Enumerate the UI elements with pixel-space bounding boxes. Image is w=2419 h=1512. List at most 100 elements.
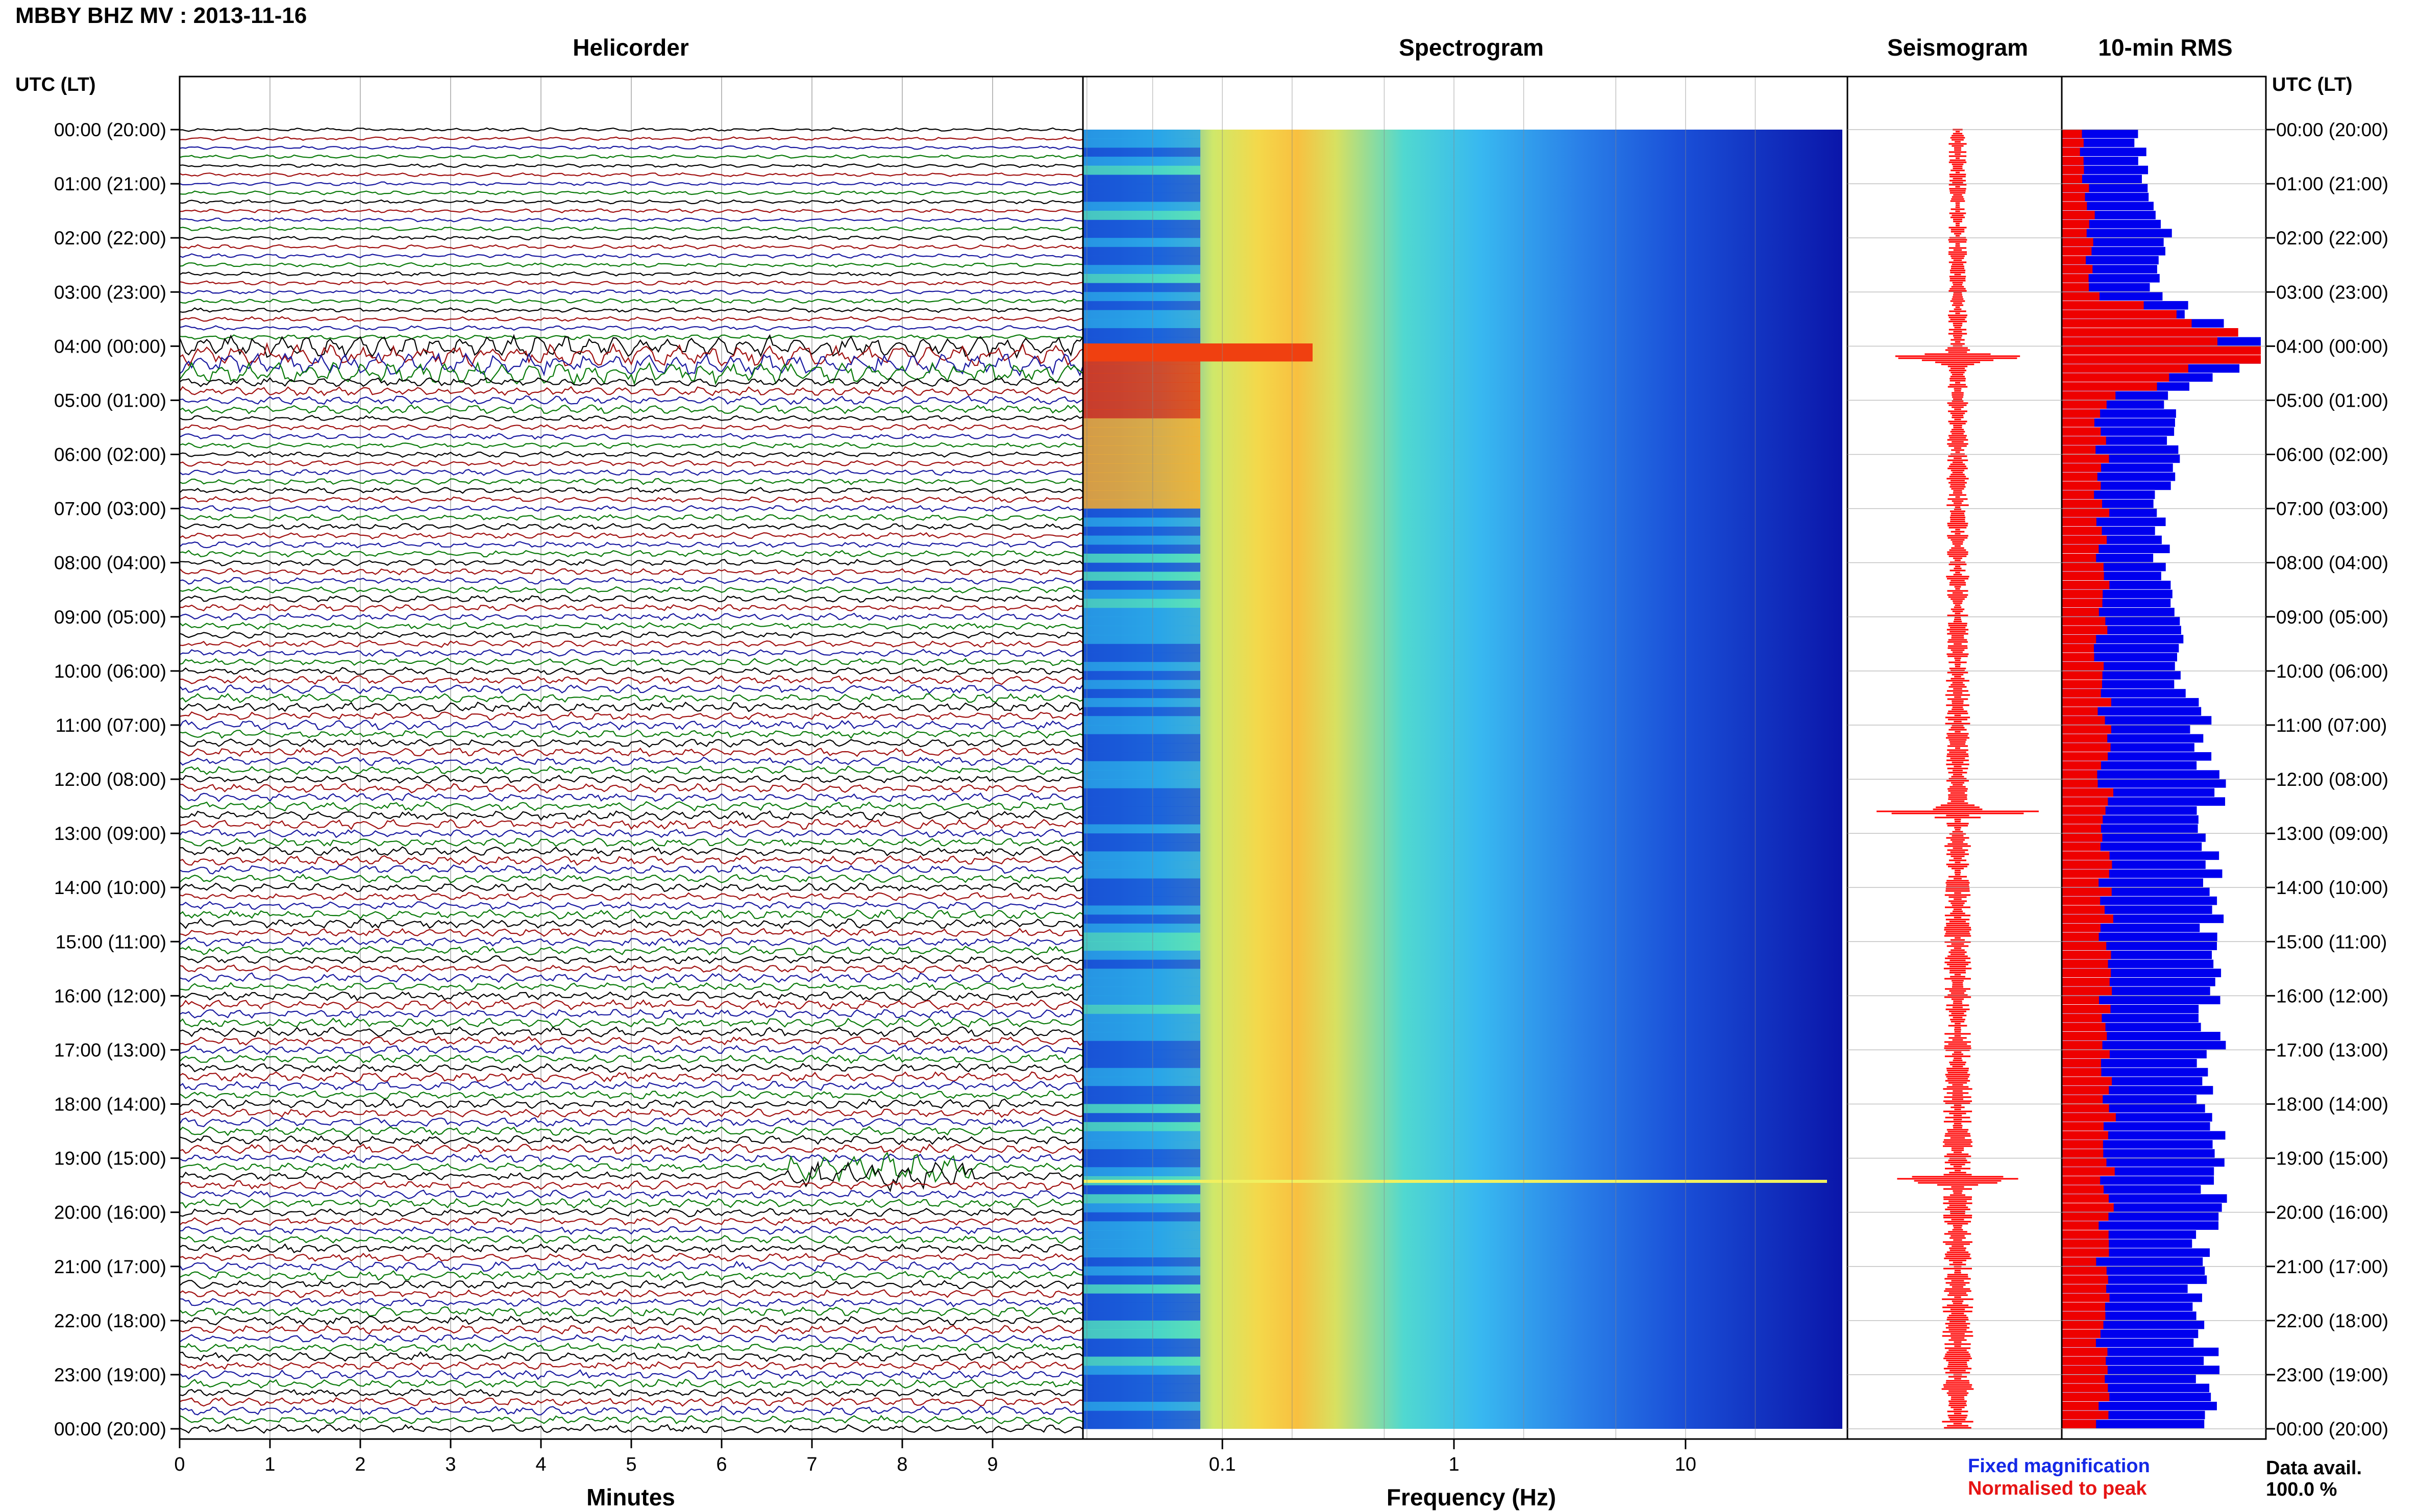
rms-bar-normalised [2062,463,2102,472]
legend-fixed-magnification: Fixed magnification [1968,1455,2150,1477]
spectrogram-low-band [1083,752,1200,762]
spectrogram-low-band [1083,1122,1200,1132]
rms-bar-normalised [2062,1013,2102,1023]
helicorder-trace [179,1298,1083,1307]
spectrogram-low-band [1083,1013,1200,1023]
spectrogram-low-band [1083,165,1200,175]
spectrogram-low-band [1083,1095,1200,1104]
helicorder-trace [179,928,1083,937]
rms-bar-normalised [2062,346,2261,355]
rms-bar-normalised [2062,969,2111,977]
rms-bar-normalised [2062,851,2110,860]
rms-bar-normalised [2062,192,2085,202]
helicorder-trace [179,1045,1083,1055]
helicorder-trace [179,487,1083,494]
helicorder-trace [179,433,1083,440]
rms-bar-normalised [2062,1257,2096,1266]
spectrogram-low-band [1083,824,1200,834]
spectrogram-low-band [1083,671,1200,681]
rms-bar-normalised [2062,256,2086,265]
helicorder-trace [179,559,1083,566]
rms-bar-normalised [2062,418,2094,427]
minutes-tick-label: 2 [355,1454,365,1475]
helicorder-trace [179,567,1083,576]
rms-bar-normalised [2062,770,2097,779]
hour-tick-label-left: 13:00 (09:00) [54,823,166,844]
rms-bar-normalised [2062,923,2101,932]
rms-bar-normalised [2062,1356,2106,1366]
rms-bar-normalised [2062,1339,2096,1347]
hour-tick-label-left: 09:00 (05:00) [54,607,166,628]
hour-tick-label-right: 17:00 (13:00) [2276,1039,2388,1060]
hour-tick-label-left: 00:00 (20:00) [54,119,166,140]
rms-bar-normalised [2062,283,2089,292]
minutes-tick-label: 6 [716,1454,727,1475]
spectrogram-panel: 0.1 1 10 Frequency (Hz) [1082,76,1848,1510]
helicorder-trace [179,386,1083,396]
rms-bar-normalised [2062,616,2106,626]
hour-tick-label-left: 01:00 (21:00) [54,173,166,194]
helicorder-trace [179,577,1083,585]
frequency-tick-label: 1 [1448,1454,1459,1475]
helicorder-trace [179,918,1083,929]
spectrogram-edge [1842,130,1847,1429]
rms-bar-normalised [2062,824,2102,833]
seismogram-title: Seismogram [1887,34,2029,61]
helicorder-trace [179,829,1083,838]
spectrogram-low-band [1083,211,1200,220]
rms-bar-normalised [2062,1311,2106,1320]
rms-bar-normalised [2062,184,2089,192]
minutes-tick-label: 8 [897,1454,907,1475]
helicorder-trace [179,729,1083,739]
minutes-tick-label: 3 [445,1454,456,1475]
helicorder-trace [179,846,1083,857]
helicorder-trace [179,1126,1083,1136]
rms-bar-normalised [2062,941,2107,950]
helicorder-trace [179,891,1083,901]
spectrogram-low-band [1083,544,1200,554]
rms-bar-normalised [2062,707,2098,716]
helicorder-trace [179,855,1083,866]
rms-panel [2061,76,2267,1440]
spectrogram-low-band [1083,373,1200,383]
rms-bar-normalised [2062,328,2238,337]
rms-bar-normalised [2062,1167,2115,1176]
hour-tick-label-left: 07:00 (03:00) [54,499,166,519]
helicorder-trace [180,955,1083,964]
helicorder-trace [179,649,1083,657]
rms-bar-normalised [2062,752,2108,761]
helicorder-trace [179,909,1083,920]
rms-bar-normalised [2062,581,2110,589]
hour-tick-label-right: 00:00 (20:00) [2276,119,2388,140]
helicorder-trace [179,738,1083,748]
minutes-tick-label: 1 [264,1454,275,1475]
rms-bar-normalised [2062,1194,2109,1203]
spectrogram-low-band [1083,698,1200,708]
spectrogram-low-band [1083,1347,1200,1357]
spectrogram-low-band [1083,599,1200,608]
spectrogram-low-band [1083,400,1200,410]
helicorder-trace [179,1388,1083,1398]
helicorder-trace [179,901,1083,910]
rms-bar-normalised [2062,878,2099,887]
spectrogram-low-band [1083,147,1200,157]
spectrogram-low-band [1083,969,1200,978]
helicorder-trace [179,460,1083,467]
helicorder-trace [179,334,1083,340]
helicorder-trace [179,1198,1083,1209]
rms-title: 10-min RMS [2098,34,2233,61]
spectrogram-low-band [1083,1158,1200,1168]
spectrogram-low-band [1083,788,1200,798]
spectrogram-low-band [1083,977,1200,987]
rms-bar-normalised [2062,427,2101,436]
helicorder-panel: 0 1 2 3 4 5 6 7 8 9 Minutes [174,76,1084,1510]
rms-bar-normalised [2062,1293,2110,1302]
hour-tick-label-left: 03:00 (23:00) [54,282,166,303]
spectrogram-low-band [1083,662,1200,672]
helicorder-trace [179,819,1083,830]
spectrogram-low-band [1083,409,1200,419]
data-availability-label: Data avail. [2266,1457,2362,1479]
spectrogram-low-band [1083,265,1200,275]
spectrogram-low-band [1083,887,1200,897]
